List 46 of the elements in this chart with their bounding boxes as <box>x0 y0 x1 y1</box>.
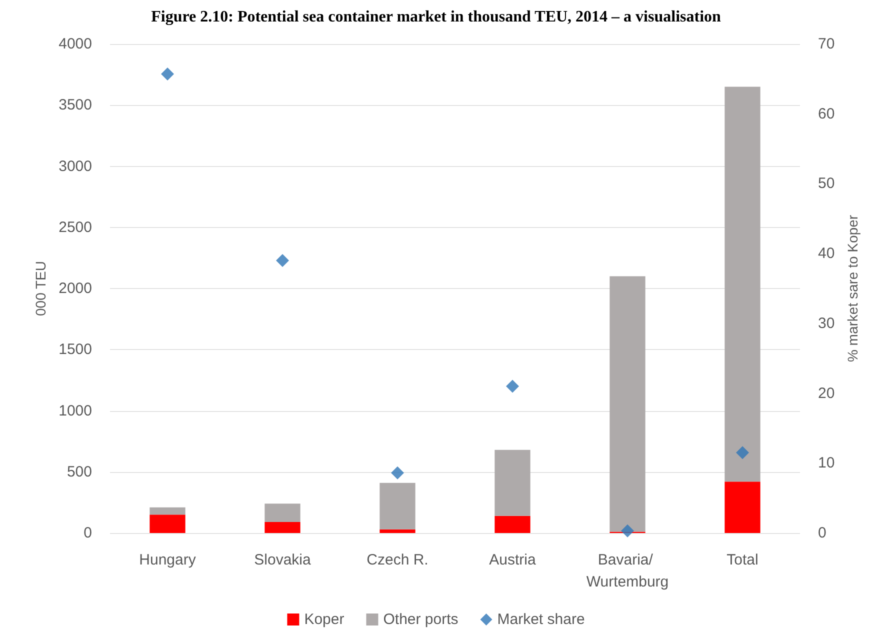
x-tick-label: Hungary <box>139 552 196 568</box>
y2-tick-label: 10 <box>818 454 835 472</box>
bar <box>494 450 530 516</box>
bar <box>494 516 530 533</box>
bar <box>380 482 416 530</box>
point <box>276 254 289 268</box>
x-tick-label: Bavaria/ Wurtemburg <box>586 552 669 590</box>
point <box>161 68 174 81</box>
legend-label: Other ports <box>383 611 458 628</box>
y-tick-label: 4000 <box>58 36 92 52</box>
y2-tick-label: 30 <box>818 314 835 332</box>
bar <box>264 522 300 533</box>
y2-axis-title: % market sare to Koper <box>844 214 861 362</box>
bar <box>724 86 760 482</box>
bar <box>150 514 186 533</box>
y2-tick-label: 60 <box>818 105 835 122</box>
y2-tick-label: 20 <box>818 384 835 402</box>
chart-title: Figure 2.10: Potential sea container market in thousand TEU, 2014 – a visualisation <box>151 8 722 26</box>
legend-label: Koper <box>304 611 344 628</box>
y-tick-label: 2000 <box>58 280 92 297</box>
y-tick-label: 3000 <box>58 158 92 175</box>
y-tick-label: 3500 <box>58 96 92 114</box>
bar <box>150 507 186 515</box>
y-tick-label: 1500 <box>58 341 92 358</box>
x-tick-label: Slovakia <box>254 552 312 568</box>
point <box>391 466 404 480</box>
y2-tick-label: 0 <box>818 524 826 542</box>
y-tick-label: 500 <box>66 463 92 480</box>
y2-tick-label: 50 <box>818 175 835 192</box>
bar <box>264 504 300 522</box>
y2-tick-label: 70 <box>818 36 835 52</box>
y-tick-label: 1000 <box>58 402 92 420</box>
x-tick-label: Austria <box>489 552 536 568</box>
x-tick-label: Total <box>726 552 758 568</box>
legend-label: Market share <box>497 611 585 628</box>
point <box>506 380 519 393</box>
y2-tick-label: 40 <box>818 245 835 262</box>
point <box>621 524 634 538</box>
y-tick-label: 0 <box>84 524 92 542</box>
bar <box>380 529 416 533</box>
bar <box>610 276 646 532</box>
y-axis-title: 000 TEU <box>32 261 49 316</box>
y-tick-label: 2500 <box>58 218 92 236</box>
x-tick-label: Czech R. <box>366 552 428 568</box>
point <box>736 446 749 460</box>
bar <box>724 482 760 533</box>
